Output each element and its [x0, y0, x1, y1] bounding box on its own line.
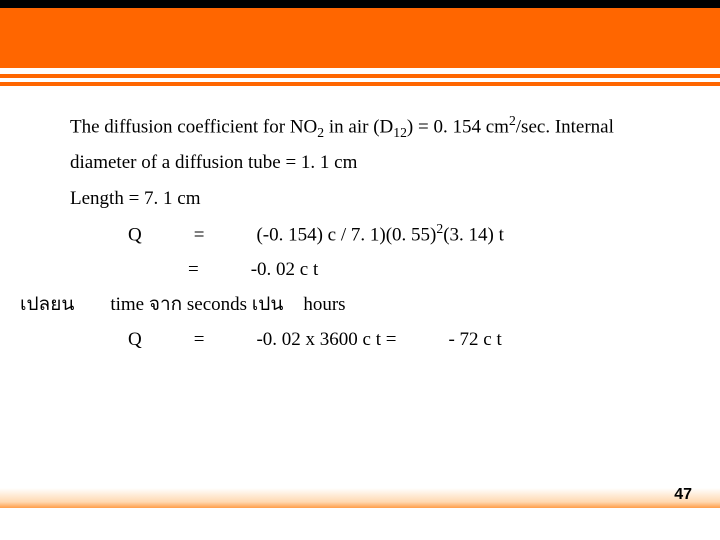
equals-sign: = [194, 224, 205, 245]
equation-row-1: Q=(-0. 154) c / 7. 1)(0. 55)2(3. 14) t [70, 216, 670, 252]
variable-Q: Q [128, 224, 142, 245]
text: -0. 02 x 3600 c t = [256, 329, 396, 350]
text: time จาก seconds เปน [110, 294, 283, 315]
text: Length = 7. 1 cm [70, 188, 201, 209]
equals-sign: = [188, 259, 199, 280]
equation-row-3: Q = -0. 02 x 3600 c t = - 72 c t [70, 322, 670, 357]
text: ) = 0. 154 cm [407, 116, 509, 137]
header-orange-line-1 [0, 74, 720, 78]
equation-row-2: = -0. 02 c t [70, 252, 670, 287]
text: in air (D [324, 116, 393, 137]
page-number: 47 [674, 486, 692, 504]
result-text: - 72 c t [448, 329, 501, 350]
unit-conversion-line: เปลยน time จาก seconds เปน hours [20, 287, 670, 322]
slide-body: The diffusion coefficient for NO 2 in air… [70, 108, 670, 358]
text: The diffusion coefficient for NO [70, 116, 317, 137]
text: (-0. 154) c / 7. 1)(0. 55) [256, 224, 436, 245]
superscript: 2 [509, 113, 516, 128]
body-line-1: The diffusion coefficient for NO 2 in air… [70, 108, 670, 145]
variable-Q: Q [128, 329, 142, 350]
text: diameter of a diffusion tube = 1. 1 cm [70, 152, 357, 173]
footer-gradient [0, 488, 720, 508]
text: /sec. Internal [516, 116, 614, 137]
text: (3. 14) t [443, 224, 504, 245]
header-orange-line-2 [0, 82, 720, 86]
header-orange-band [0, 8, 720, 68]
text: -0. 02 c t [251, 259, 319, 280]
body-line-2: diameter of a diffusion tube = 1. 1 cm [70, 145, 670, 180]
header-black-strip [0, 0, 720, 8]
thai-text: เปลยน [20, 294, 74, 315]
body-line-3: Length = 7. 1 cm [70, 181, 670, 216]
text: hours [303, 294, 345, 315]
slide-header [0, 0, 720, 84]
subscript: 12 [393, 125, 407, 140]
equals-sign: = [194, 329, 205, 350]
